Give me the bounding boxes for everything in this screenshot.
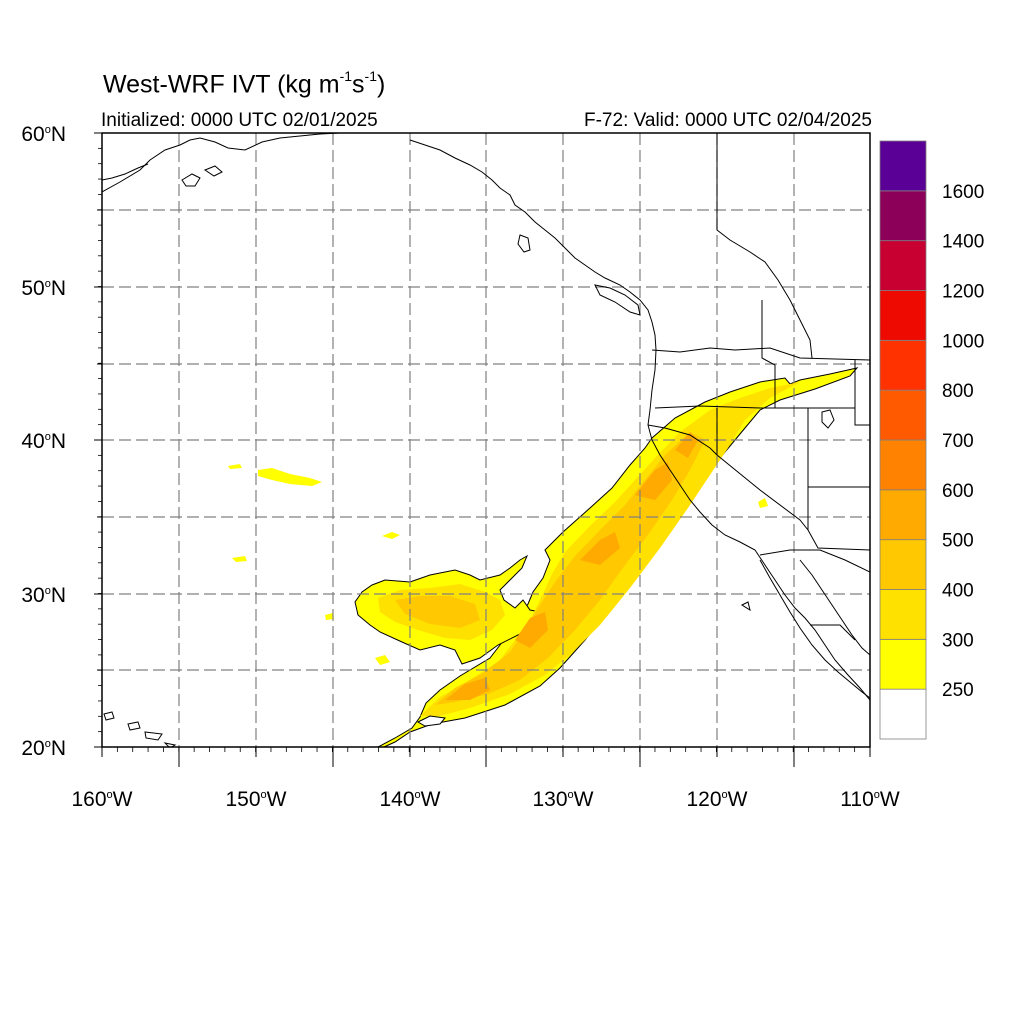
longitude-labels: 160oW 150oW 140oW 130oW 120oW 110oW [72,788,900,811]
mexico-state-border [810,624,856,641]
title-exp1: -1 [339,68,353,84]
ivt-patch-7 [758,498,768,508]
ivt-patch-5 [325,613,334,620]
colorbar-label: 800 [942,381,974,402]
alaska-islands [203,165,223,177]
lon-label-160: 160oW [72,788,133,811]
colorbar-label: 1000 [942,331,984,352]
lon-label-120: 120oW [687,788,748,811]
ivt-patch-2 [382,532,400,539]
ivt-patch-4 [232,556,247,562]
ivt-river-400 [435,432,705,705]
colorbar-label: 1600 [942,182,984,203]
gulf-of-california [799,559,870,656]
latitude-labels: 60oN 50oN 40oN 30oN 20oN [21,123,66,760]
colorbar-label: 1400 [942,232,984,253]
ivt-lobe-400 [395,596,480,628]
colorbar-label: 700 [942,431,974,452]
colorbar-swatch [879,688,927,740]
lon-label-110: 110oW [840,788,900,811]
title-main: West-WRF IVT (kg m [103,70,340,99]
political-borders [647,133,870,641]
colorbar-swatch [879,539,927,590]
colorbar-swatch [879,339,927,391]
graticule [102,133,870,747]
great-salt-lake [821,409,835,429]
title-close: ) [376,70,386,99]
us-mexico-border [759,549,870,573]
colorbar-label: 600 [942,481,974,502]
minor-ticks [98,132,871,752]
lon-label-140: 140oW [380,788,441,811]
kodiak-island [181,173,201,187]
colorbar-swatch [879,589,927,640]
valid-time-label: F-72: Valid: 0000 UTC 02/04/2025 [584,110,872,131]
channel-islands [740,601,751,612]
colorbar-swatch [879,638,927,690]
lon-label-150: 150oW [226,788,287,811]
az-border [807,487,870,551]
ivt-dry-slot [416,715,446,727]
ivt-river-500e [675,432,698,458]
lat-label-60: 60oN [21,123,66,146]
lat-label-20: 20oN [21,737,66,760]
idaho-border [761,300,870,426]
initialized-label: Initialized: 0000 UTC 02/01/2025 [101,110,378,131]
ca-nv-border [716,408,809,531]
lat-label-50: 50oN [21,277,66,300]
colorbar-swatch [879,389,927,441]
us-canada-border [651,347,870,361]
baja-peninsula [759,559,870,699]
colorbar-label: 250 [942,680,974,701]
or-ca-border [647,424,718,456]
colorbar-label: 500 [942,531,974,552]
ivt-patch-1 [258,468,322,486]
haida-gwaii [517,234,531,253]
ivt-field [228,367,859,747]
ivt-patch-6 [228,464,242,469]
lat-label-30: 30oN [21,584,66,607]
map-plot-area [102,133,870,747]
colorbar-swatch [879,190,927,242]
lon-label-130: 130oW [533,788,594,811]
title-exp2: -1 [364,68,377,84]
axis-ticks [94,132,871,767]
vancouver-island [594,284,641,316]
alaska-coast [102,133,341,193]
ivt-river-500c [580,532,620,565]
lat-label-40: 40oN [21,430,66,453]
colorbar-swatch [879,439,927,491]
colorbar-label: 400 [942,581,974,602]
ivt-river-500b [515,612,548,648]
hawaii-islands [103,711,177,747]
canada-province-border [716,133,813,359]
ivt-river-500a [445,678,490,700]
colorbar-label: 1200 [942,282,984,303]
map-title: West-WRF IVT (kg m-1s-1) [103,68,386,99]
ivt-river-500d [635,462,672,500]
alaska-peninsula [102,163,149,181]
colorbar-swatch [879,290,927,341]
nv-ut-border [807,408,870,488]
colorbar-swatch [879,240,927,291]
colorbar-swatch [879,489,927,541]
colorbar-swatch [879,140,927,192]
ivt-patch-3 [375,655,390,665]
title-mid: s [352,70,365,99]
colorbar: 250 300 400 500 600 700 800 1000 1200 1400 1600 [879,140,984,740]
colorbar-label: 300 [942,630,974,651]
